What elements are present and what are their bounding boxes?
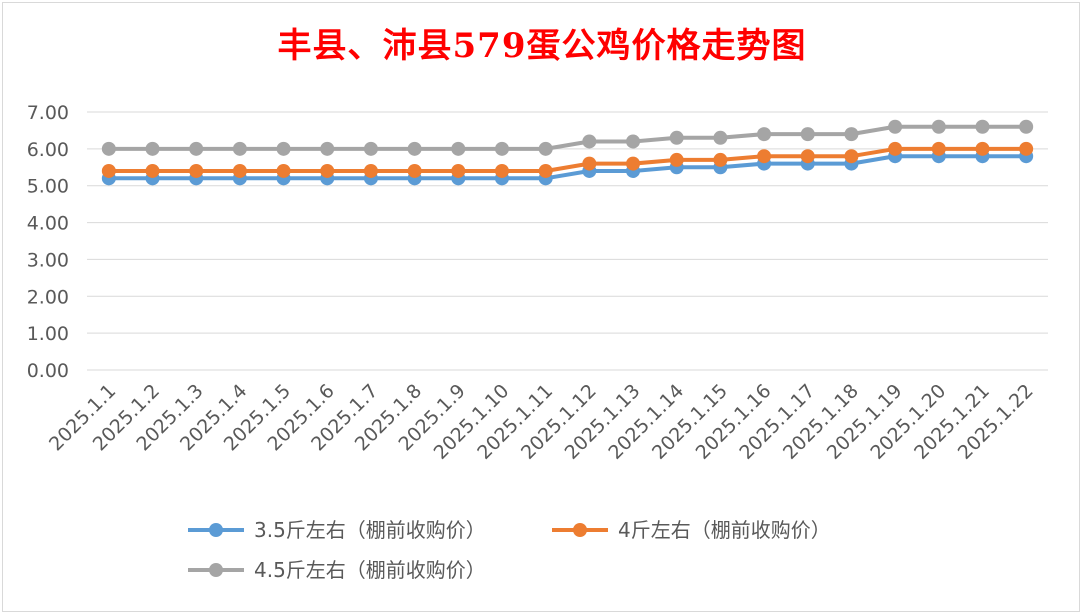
data-point: [494, 163, 509, 178]
data-point: [844, 149, 859, 164]
data-point: [538, 141, 553, 156]
data-point: [407, 141, 422, 156]
data-point: [888, 119, 903, 134]
data-point: [451, 141, 466, 156]
data-point: [931, 141, 946, 156]
series-3: [101, 119, 1034, 156]
data-point: [1019, 119, 1034, 134]
series-line: [108, 154, 1027, 181]
data-point: [931, 119, 946, 134]
y-axis-ticks: 0.00 1.00 2.00 3.00 4.00 5.00 6.00 7.00: [27, 102, 69, 382]
data-point: [145, 141, 160, 156]
data-point: [888, 141, 903, 156]
data-point: [320, 163, 335, 178]
data-point: [451, 163, 466, 178]
data-point: [626, 134, 641, 149]
data-point: [669, 152, 684, 167]
legend: 3.5斤左右（棚前收购价） 4斤左右（棚前收购价） 4.5斤左右（棚前收购价）: [188, 518, 831, 582]
data-point: [757, 149, 772, 164]
data-point: [800, 127, 815, 142]
data-point: [232, 141, 247, 156]
series-2: [101, 141, 1034, 178]
chart-title: 丰县、沛县579蛋公鸡价格走势图: [277, 26, 807, 66]
data-point: [713, 152, 728, 167]
data-point: [276, 141, 291, 156]
y-tick-label: 7.00: [27, 102, 69, 124]
data-point: [538, 163, 553, 178]
y-tick-label: 6.00: [27, 139, 69, 161]
series-line: [108, 124, 1027, 151]
data-point: [101, 141, 116, 156]
y-tick-label: 0.00: [27, 360, 69, 382]
series-lines: [101, 119, 1034, 186]
legend-marker: [573, 523, 587, 537]
legend-label: 4斤左右（棚前收购价）: [618, 518, 831, 542]
y-tick-label: 2.00: [27, 286, 69, 308]
data-point: [189, 163, 204, 178]
data-point: [232, 163, 247, 178]
legend-item: 4斤左右（棚前收购价）: [552, 518, 831, 542]
series-line: [108, 146, 1027, 173]
data-point: [320, 141, 335, 156]
data-point: [669, 130, 684, 145]
data-point: [363, 141, 378, 156]
y-tick-label: 5.00: [27, 176, 69, 198]
data-point: [975, 141, 990, 156]
legend-label: 3.5斤左右（棚前收购价）: [254, 518, 486, 542]
legend-marker: [209, 523, 223, 537]
data-point: [800, 149, 815, 164]
legend-item: 3.5斤左右（棚前收购价）: [188, 518, 486, 542]
data-point: [407, 163, 422, 178]
data-point: [582, 156, 597, 171]
data-point: [844, 127, 859, 142]
data-point: [101, 163, 116, 178]
data-point: [626, 156, 641, 171]
y-tick-label: 4.00: [27, 213, 69, 235]
legend-item: 4.5斤左右（棚前收购价）: [188, 558, 486, 582]
y-tick-label: 1.00: [27, 323, 69, 345]
data-point: [975, 119, 990, 134]
x-axis-ticks: 2025.1.12025.1.22025.1.32025.1.42025.1.5…: [45, 380, 1038, 464]
data-point: [145, 163, 160, 178]
data-point: [1019, 141, 1034, 156]
y-tick-label: 3.00: [27, 249, 69, 271]
data-point: [494, 141, 509, 156]
data-point: [757, 127, 772, 142]
data-point: [582, 134, 597, 149]
legend-label: 4.5斤左右（棚前收购价）: [254, 558, 486, 582]
legend-marker: [209, 563, 223, 577]
data-point: [713, 130, 728, 145]
data-point: [189, 141, 204, 156]
data-point: [276, 163, 291, 178]
data-point: [363, 163, 378, 178]
